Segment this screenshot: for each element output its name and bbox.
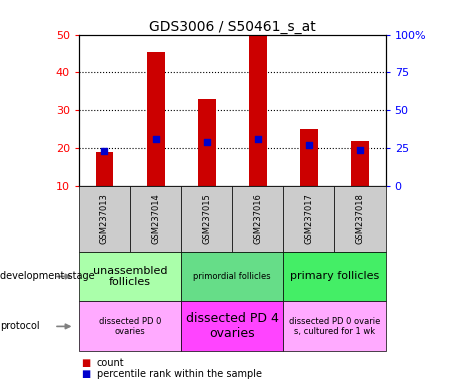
Text: GSM237016: GSM237016 — [253, 194, 262, 244]
Text: count: count — [97, 358, 124, 368]
Bar — [249, 35, 267, 186]
Text: ■: ■ — [81, 358, 91, 368]
Point — [152, 136, 159, 142]
Text: GSM237014: GSM237014 — [151, 194, 160, 244]
Text: dissected PD 4
ovaries: dissected PD 4 ovaries — [186, 313, 279, 340]
Bar — [300, 129, 318, 186]
Point — [254, 136, 262, 142]
Point — [356, 147, 364, 153]
Text: ■: ■ — [81, 369, 91, 379]
Text: GSM237017: GSM237017 — [304, 194, 313, 244]
Bar — [147, 51, 165, 186]
Title: GDS3006 / S50461_s_at: GDS3006 / S50461_s_at — [149, 20, 316, 33]
Text: GSM237015: GSM237015 — [202, 194, 211, 244]
Point — [101, 148, 108, 154]
Text: percentile rank within the sample: percentile rank within the sample — [97, 369, 262, 379]
Text: GSM237018: GSM237018 — [355, 194, 364, 244]
Bar — [96, 152, 113, 186]
Bar — [351, 141, 369, 186]
Bar — [198, 99, 216, 186]
Text: primordial follicles: primordial follicles — [193, 272, 271, 281]
Text: dissected PD 0 ovarie
s, cultured for 1 wk: dissected PD 0 ovarie s, cultured for 1 … — [289, 317, 380, 336]
Text: development stage: development stage — [0, 271, 95, 281]
Text: primary follicles: primary follicles — [290, 271, 379, 281]
Point — [305, 142, 313, 148]
Point — [203, 139, 210, 145]
Text: dissected PD 0
ovaries: dissected PD 0 ovaries — [99, 317, 161, 336]
Text: GSM237013: GSM237013 — [100, 194, 109, 244]
Text: protocol: protocol — [0, 321, 40, 331]
Text: unassembled
follicles: unassembled follicles — [93, 266, 167, 287]
